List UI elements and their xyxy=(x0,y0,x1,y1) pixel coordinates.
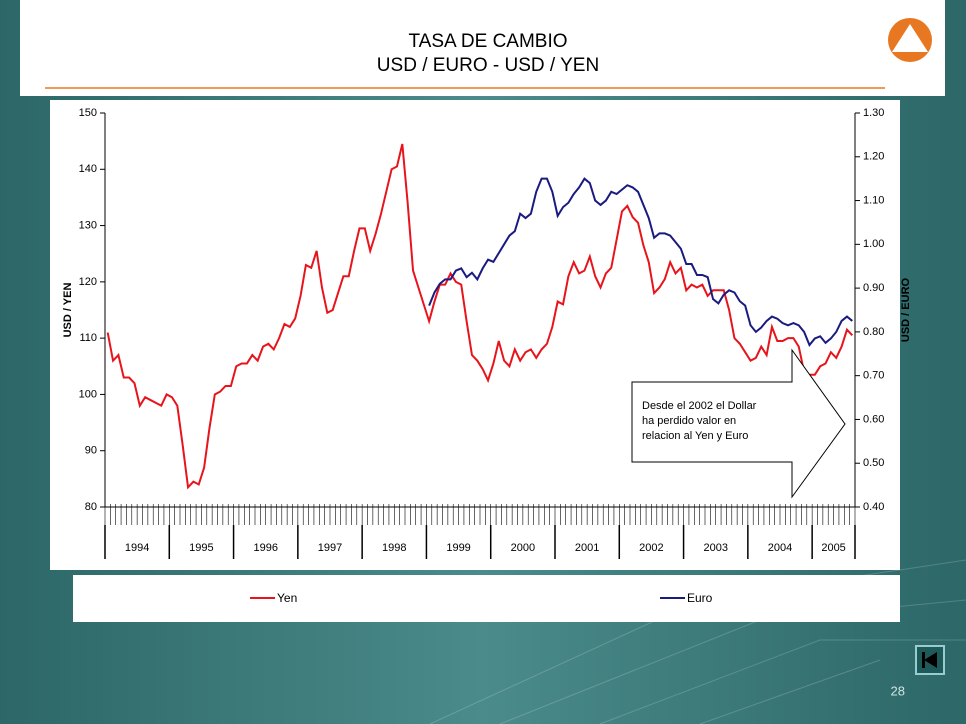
annotation-text: relacion al Yen y Euro xyxy=(642,430,748,442)
x-group-label: 1995 xyxy=(189,542,213,554)
header-panel xyxy=(20,0,945,96)
page-number: 28 xyxy=(891,683,905,698)
y2-tick-label: 0.60 xyxy=(863,413,884,425)
x-group-label: 1999 xyxy=(446,542,470,554)
x-group-label: 1994 xyxy=(125,542,149,554)
series-line xyxy=(428,177,853,347)
legend-box xyxy=(73,575,900,622)
title: TASA DE CAMBIO xyxy=(408,31,567,52)
y-tick-label: 110 xyxy=(79,332,97,344)
x-group-label: 2005 xyxy=(821,542,845,554)
y-tick-label: 80 xyxy=(85,501,97,513)
x-group-label: 1997 xyxy=(318,542,342,554)
annotation-text: ha perdido valor en xyxy=(642,415,736,427)
series-line xyxy=(106,143,854,490)
logo xyxy=(884,18,936,70)
back-button[interactable] xyxy=(915,645,945,675)
x-group-label: 2000 xyxy=(511,542,535,554)
y2-tick-label: 1.00 xyxy=(863,238,884,250)
y2-tick-label: 0.80 xyxy=(863,326,884,338)
y2-tick-label: 0.90 xyxy=(863,282,884,294)
y2-tick-label: 0.40 xyxy=(863,501,884,513)
plot: 80 90 100 110 120 130 140 150 0.40 0.50 0.60 0.70 0.… xyxy=(79,107,884,559)
legend-label: Euro xyxy=(687,591,713,605)
y2-tick-label: 0.50 xyxy=(863,457,884,469)
x-group-label: 2004 xyxy=(768,542,792,554)
x-group-label: 2002 xyxy=(639,542,663,554)
y-tick-label: 90 xyxy=(85,445,97,457)
y-tick-label: 140 xyxy=(79,163,97,175)
title: USD / EURO - USD / YEN xyxy=(377,55,599,76)
y2-tick-label: 1.20 xyxy=(863,151,884,163)
annotation-text: Desde el 2002 el Dollar xyxy=(642,400,757,412)
y-tick-label: 150 xyxy=(79,107,97,119)
y-tick-label: 130 xyxy=(79,219,97,231)
chart-area xyxy=(50,100,900,570)
y-tick-label: 100 xyxy=(79,388,97,400)
x-group-label: 2003 xyxy=(703,542,727,554)
y2-tick-label: 1.10 xyxy=(863,194,884,206)
x-group-label: 2001 xyxy=(575,542,599,554)
x-group-label: 1996 xyxy=(253,542,277,554)
y-tick-label: 120 xyxy=(79,276,97,288)
y-axis-label: USD / YEN xyxy=(62,283,74,338)
y2-tick-label: 1.30 xyxy=(863,107,884,119)
y2-axis-label: USD / EURO xyxy=(900,277,912,342)
y2-tick-label: 0.70 xyxy=(863,370,884,382)
annotation: Desde el 2002 el Dollar ha perdido valor… xyxy=(631,348,846,499)
legend-label: Yen xyxy=(277,591,297,605)
x-group-label: 1998 xyxy=(382,542,406,554)
